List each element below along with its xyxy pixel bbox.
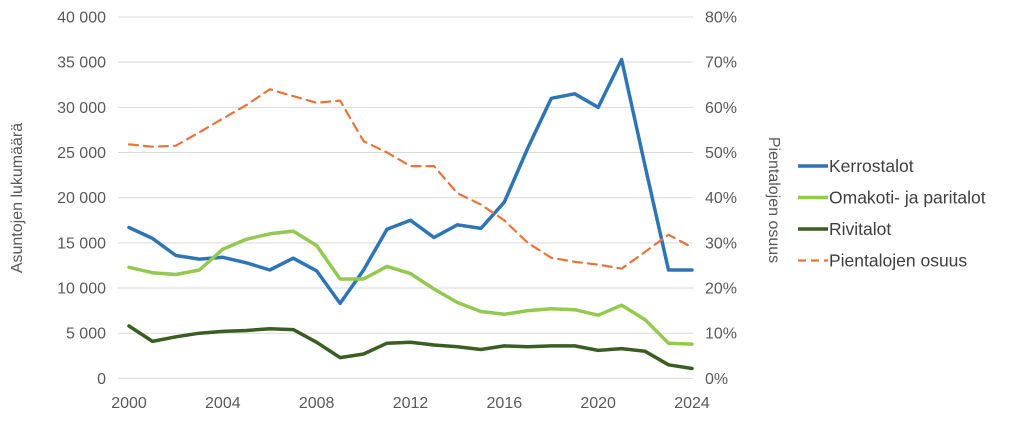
x-axis-tick-label: 2000 <box>111 395 147 412</box>
right-axis-tick-label: 10% <box>705 326 737 343</box>
series-line-3 <box>127 88 694 270</box>
x-axis-tick-label: 2020 <box>580 395 616 412</box>
series-line-2 <box>127 324 694 371</box>
right-axis-tick-label: 70% <box>705 55 737 72</box>
legend-label: Omakoti- ja paritalot <box>829 188 986 208</box>
right-axis-tick-label: 80% <box>705 10 737 27</box>
right-axis-title: Pientalojen osuus <box>765 137 782 263</box>
left-axis-tick-label: 35 000 <box>57 55 106 72</box>
right-axis-tick-label: 50% <box>705 145 737 162</box>
legend-item: Omakoti- ja paritalot <box>798 188 986 208</box>
x-axis-tick-label: 2008 <box>299 395 335 412</box>
x-axis-tick-label: 2004 <box>205 395 241 412</box>
legend-label: Kerrostalot <box>829 156 914 176</box>
right-axis-tick-label: 60% <box>705 100 737 117</box>
left-axis-title: Asuntojen lukumäärä <box>9 123 26 273</box>
left-axis-tick-label: 5 000 <box>66 326 106 343</box>
legend-label: Rivitalot <box>829 219 891 239</box>
x-axis-tick-label: 2016 <box>487 395 523 412</box>
left-axis-tick-label: 30 000 <box>57 100 106 117</box>
x-axis-tick-label: 2024 <box>674 395 710 412</box>
left-axis-tick-label: 10 000 <box>57 281 106 298</box>
legend-item: Rivitalot <box>798 219 891 239</box>
left-axis-tick-label: 25 000 <box>57 145 106 162</box>
right-axis-tick-label: 20% <box>705 281 737 298</box>
x-axis-tick-label: 2012 <box>393 395 429 412</box>
legend-item: Kerrostalot <box>798 156 914 176</box>
legend-item: Pientalojen osuus <box>798 251 967 271</box>
right-axis-tick-label: 40% <box>705 190 737 207</box>
left-axis-tick-label: 0 <box>97 371 106 388</box>
left-axis-tick-label: 15 000 <box>57 235 106 252</box>
left-axis-tick-label: 20 000 <box>57 190 106 207</box>
right-axis-tick-label: 30% <box>705 235 737 252</box>
series-line-1 <box>127 229 694 346</box>
left-axis-tick-label: 40 000 <box>57 10 106 27</box>
legend-label: Pientalojen osuus <box>829 251 967 271</box>
right-axis-tick-label: 0% <box>705 371 728 388</box>
series-line-0 <box>127 57 694 306</box>
